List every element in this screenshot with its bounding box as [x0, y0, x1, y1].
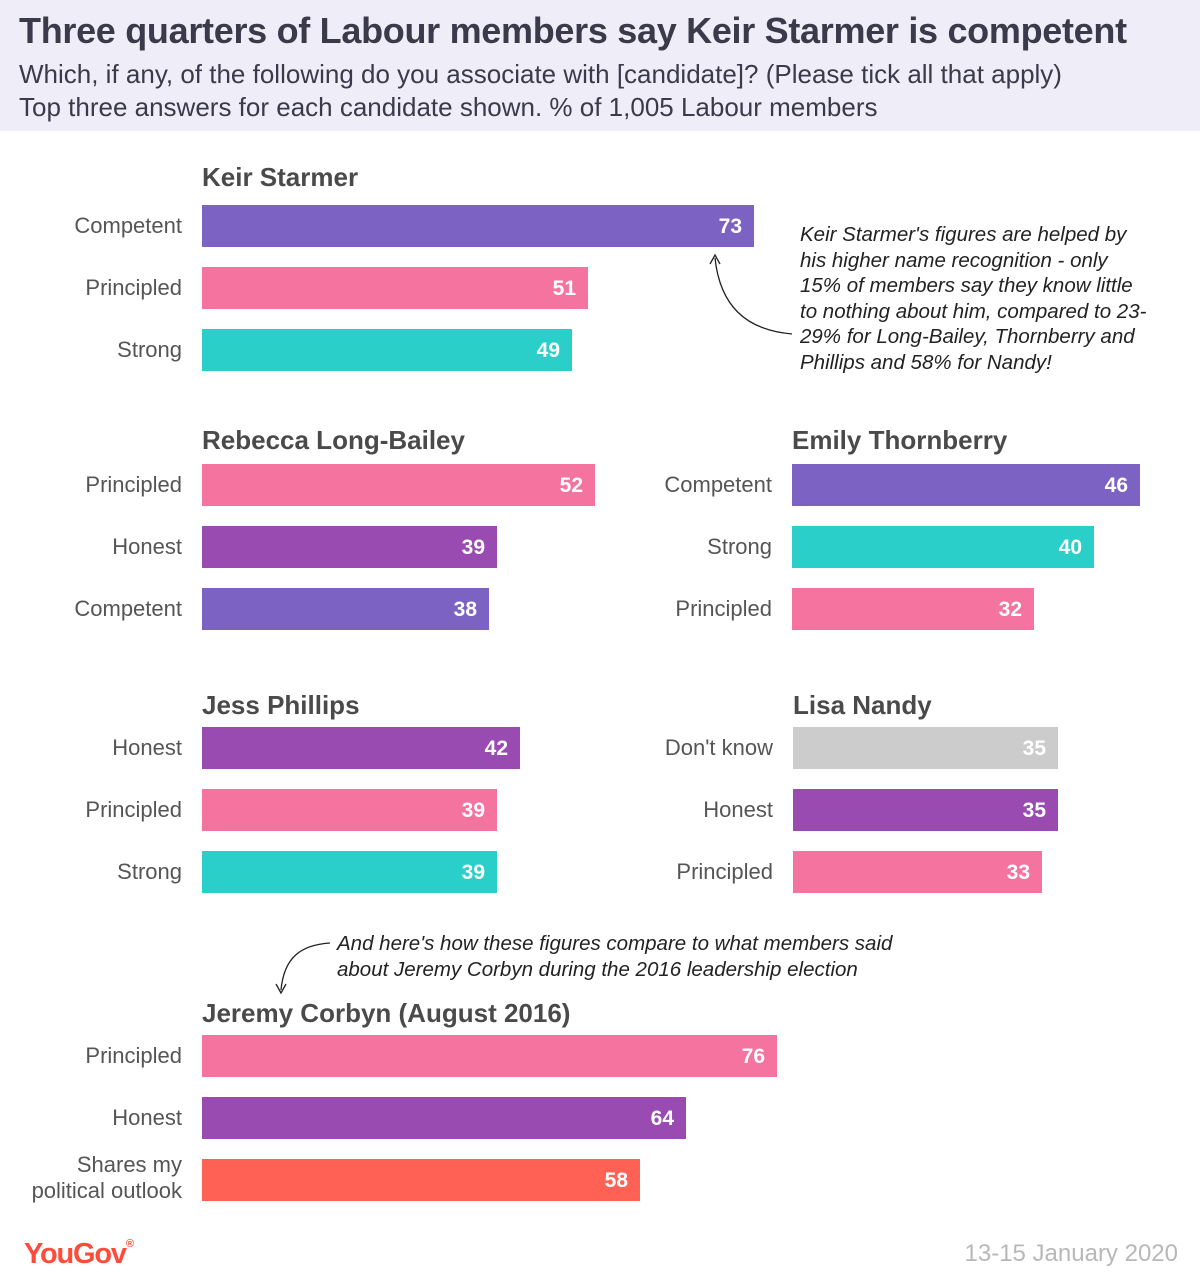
category-label: Strong	[117, 859, 182, 884]
category-label: Honest	[112, 1105, 182, 1130]
bar-row: Principled 39	[0, 789, 802, 831]
fieldwork-date: 13-15 January 2020	[964, 1240, 1179, 1267]
value-label: 46	[1104, 474, 1128, 497]
corbyn-annotation: And here's how these figures compare to …	[337, 932, 893, 981]
value-label: 40	[1058, 536, 1082, 559]
bar: 64	[202, 1097, 686, 1139]
category-label: Principled	[675, 596, 772, 621]
value-label: 35	[1022, 799, 1046, 822]
bar: 33	[793, 851, 1042, 893]
bar-row: Honest 39	[0, 526, 802, 568]
bar-row: Honest 35	[588, 789, 1200, 831]
bar-row: Principled 33	[588, 851, 1200, 893]
bar-row: Principled 76	[0, 1035, 802, 1077]
value-label: 39	[461, 861, 485, 884]
bar-row: Competent 46	[587, 464, 1200, 506]
value-label: 35	[1022, 737, 1046, 760]
value-label: 58	[604, 1169, 628, 1192]
chart-title: Three quarters of Labour members say Kei…	[19, 10, 1127, 51]
panel-title: Emily Thornberry	[792, 425, 1008, 455]
starmer-annotation: Keir Starmer's figures are helped by his…	[800, 223, 1147, 374]
panel-title: Jess Phillips	[202, 690, 360, 720]
value-label: 64	[650, 1107, 674, 1130]
bar: 39	[202, 789, 497, 831]
category-label: Strong	[117, 337, 182, 362]
bar-row: Strong 40	[587, 526, 1200, 568]
starmer-annotation-arrow	[714, 257, 793, 335]
value-label: 52	[559, 474, 583, 497]
bar: 40	[792, 526, 1094, 568]
category-label: Competent	[74, 596, 182, 621]
bar: 32	[792, 588, 1034, 630]
value-label: 32	[998, 598, 1022, 621]
bar: 76	[202, 1035, 777, 1077]
bar-row: Competent 73	[0, 205, 802, 247]
bar: 35	[793, 727, 1058, 769]
value-label: 39	[461, 799, 485, 822]
category-label: Don't know	[664, 735, 773, 760]
bar: 73	[202, 205, 754, 247]
panel-title: Jeremy Corbyn (August 2016)	[202, 998, 571, 1028]
bar-row: Principled 32	[587, 588, 1200, 630]
bar: 46	[792, 464, 1140, 506]
corbyn-arrowhead	[275, 983, 287, 995]
chart-subtitle: Which, if any, of the following do you a…	[19, 58, 1062, 124]
bar: 52	[202, 464, 595, 506]
category-label: Competent	[664, 472, 772, 497]
value-label: 33	[1006, 861, 1030, 884]
bar: 51	[202, 267, 588, 309]
bar-row: Competent 38	[0, 588, 802, 630]
subtitle-line-2: Top three answers for each candidate sho…	[19, 92, 878, 122]
bar-row: Strong 49	[0, 329, 802, 371]
category-label: Principled	[85, 1043, 182, 1068]
bar: 38	[202, 588, 489, 630]
yougov-logo: YouGov®	[24, 1238, 134, 1270]
bar-row: Strong 39	[0, 851, 802, 893]
value-label: 42	[484, 737, 508, 760]
corbyn-annotation-arrow	[280, 942, 331, 991]
value-label: 38	[453, 598, 477, 621]
category-label: Competent	[74, 213, 182, 238]
bar-row: Honest 42	[0, 727, 802, 769]
value-label: 49	[536, 339, 560, 362]
bar: 42	[202, 727, 520, 769]
bar: 39	[202, 851, 497, 893]
category-label: Principled	[85, 472, 182, 497]
value-label: 76	[741, 1045, 765, 1068]
panel-title: Rebecca Long-Bailey	[202, 425, 465, 455]
category-label: Shares my political outlook	[31, 1152, 182, 1203]
category-label: Strong	[707, 534, 772, 559]
bar-row: Principled 51	[0, 267, 802, 309]
value-label: 39	[461, 536, 485, 559]
category-label: Principled	[85, 797, 182, 822]
bar-row: Shares my political outlook 58	[0, 1152, 802, 1203]
value-label: 73	[718, 215, 742, 238]
category-label: Honest	[112, 735, 182, 760]
header-band: Three quarters of Labour members say Kei…	[0, 0, 1200, 131]
bar: 35	[793, 789, 1058, 831]
bar: 39	[202, 526, 497, 568]
category-label: Honest	[112, 534, 182, 559]
category-label: Honest	[703, 797, 773, 822]
bar: 58	[202, 1159, 640, 1201]
bar-row: Honest 64	[0, 1097, 802, 1139]
subtitle-line-1: Which, if any, of the following do you a…	[19, 59, 1062, 89]
starmer-arrowhead	[709, 253, 721, 265]
category-label: Principled	[676, 859, 773, 884]
category-label: Principled	[85, 275, 182, 300]
bar-row: Don't know 35	[588, 727, 1200, 769]
panel-title: Lisa Nandy	[793, 690, 932, 720]
bar: 49	[202, 329, 572, 371]
bar-row: Principled 52	[0, 464, 802, 506]
panel-title: Keir Starmer	[202, 162, 359, 192]
value-label: 51	[552, 277, 576, 300]
